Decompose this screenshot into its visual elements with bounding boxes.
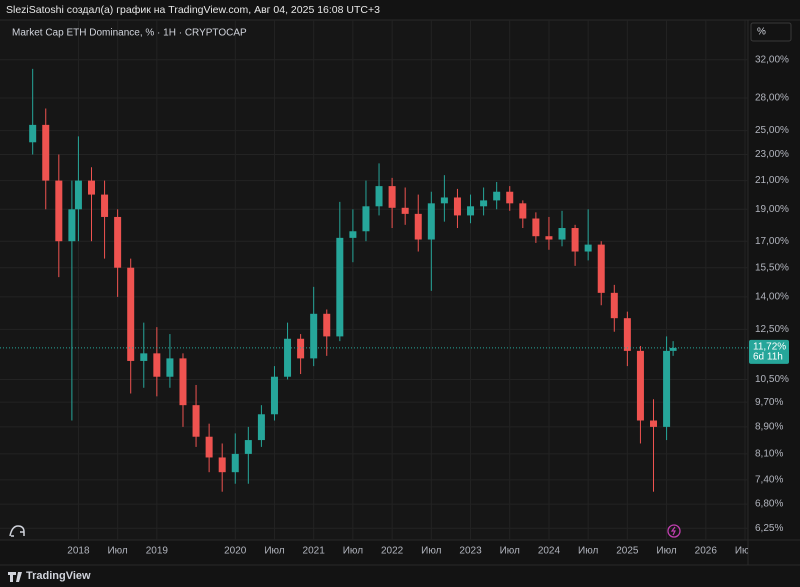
candle-body <box>192 405 200 437</box>
candle-body <box>68 209 76 242</box>
candle-body <box>114 216 122 268</box>
x-tick-label: Июл <box>578 546 598 557</box>
candle-body <box>375 186 383 207</box>
x-tick-label: Июл <box>735 546 755 557</box>
x-tick-label: Июл <box>264 546 284 557</box>
last-price-box <box>749 339 789 364</box>
candle-body <box>650 420 658 427</box>
candle-body <box>244 440 252 454</box>
x-tick-label: 2021 <box>303 546 326 557</box>
x-tick-label: Июл <box>107 546 127 557</box>
candle-body <box>218 457 226 473</box>
candle-body <box>362 206 370 232</box>
candle-body <box>388 186 396 208</box>
scale-button[interactable] <box>750 22 792 42</box>
candle-body <box>179 358 187 406</box>
candle-body <box>140 353 148 361</box>
candle-body <box>663 350 671 427</box>
candle-body <box>55 180 63 242</box>
x-tick-label: 2026 <box>695 546 718 557</box>
candle-body <box>467 206 475 216</box>
x-tick-label: 2020 <box>224 546 247 557</box>
candle-body <box>427 203 435 240</box>
candle-body <box>669 347 677 351</box>
x-tick-label: Июл <box>656 546 676 557</box>
candle-body <box>323 313 331 337</box>
x-tick-label: 2022 <box>381 546 404 557</box>
y-tick-label: 28,00% <box>755 93 789 104</box>
candle-body <box>623 318 631 351</box>
y-tick-label: 6,25% <box>755 523 783 534</box>
candle-body <box>493 191 501 201</box>
x-tick-label: 2025 <box>616 546 639 557</box>
y-tick-label: 23,00% <box>755 149 789 160</box>
y-tick-label: 17,00% <box>755 236 789 247</box>
y-tick-label: 32,00% <box>755 54 789 65</box>
candle-body <box>597 244 605 293</box>
scale-button-label[interactable]: % <box>757 27 766 38</box>
candle-body <box>310 313 318 359</box>
candle-body <box>270 376 278 415</box>
candle-body <box>166 358 174 377</box>
candle-body <box>610 292 618 319</box>
candle-body <box>87 180 95 195</box>
y-tick-label: 14,00% <box>755 292 789 303</box>
candle-body <box>558 228 566 240</box>
candle-body <box>231 453 239 473</box>
y-tick-label: 9,70% <box>755 397 783 408</box>
candle-body <box>440 197 448 204</box>
y-tick-label: 8,90% <box>755 422 783 433</box>
x-tick-label: 2023 <box>459 546 482 557</box>
candle-body <box>297 338 305 359</box>
candle-body <box>532 218 540 237</box>
candle-body <box>205 436 213 458</box>
candle-body <box>349 231 357 238</box>
candle-body <box>545 236 553 240</box>
event-icon[interactable] <box>667 524 681 538</box>
candle-body <box>127 267 135 361</box>
x-tick-label: 2018 <box>67 546 90 557</box>
x-tick-label: Июл <box>343 546 363 557</box>
x-tick-label: 2019 <box>146 546 169 557</box>
last-price-label: 11,72% <box>753 342 786 353</box>
candle-body <box>29 124 37 143</box>
y-tick-label: 8,10% <box>755 449 783 460</box>
y-tick-label: 10,50% <box>755 374 789 385</box>
candle-body <box>74 180 82 210</box>
logo-icon <box>9 525 25 537</box>
y-tick-label: 25,00% <box>755 125 789 136</box>
candle-body <box>42 124 50 181</box>
y-tick-label: 12,50% <box>755 324 789 335</box>
chart-legend: Market Cap ETH Dominance, % · 1H · CRYPT… <box>12 28 247 39</box>
candle-body <box>284 338 292 377</box>
plot-area <box>0 20 748 540</box>
candle-body <box>336 237 344 337</box>
candle-body <box>153 353 161 377</box>
y-tick-label: 6,80% <box>755 499 783 510</box>
x-tick-label: Июл <box>500 546 520 557</box>
footer-brand: TradingView <box>26 570 91 582</box>
y-tick-label: 21,00% <box>755 175 789 186</box>
candle-body <box>401 207 409 214</box>
x-tick-label: 2024 <box>538 546 561 557</box>
candle-body <box>453 197 461 216</box>
candle-body <box>506 191 514 204</box>
y-tick-label: 19,00% <box>755 204 789 215</box>
y-tick-label: 15,50% <box>755 262 789 273</box>
candle-body <box>519 203 527 219</box>
candle-body <box>101 194 109 217</box>
header-text: SleziSatoshi создал(а) график на Trading… <box>6 4 380 16</box>
event-icon-bolt <box>670 526 676 536</box>
countdown-label: 6d 11h <box>753 352 783 363</box>
y-tick-label: 7,40% <box>755 474 783 485</box>
footer-logo <box>8 572 22 582</box>
candle-body <box>636 350 644 421</box>
candle-body <box>584 244 592 252</box>
candle-body <box>480 200 488 207</box>
candle-body <box>414 213 422 240</box>
candle-body <box>257 414 265 441</box>
x-tick-label: Июл <box>421 546 441 557</box>
candle-body <box>571 228 579 252</box>
